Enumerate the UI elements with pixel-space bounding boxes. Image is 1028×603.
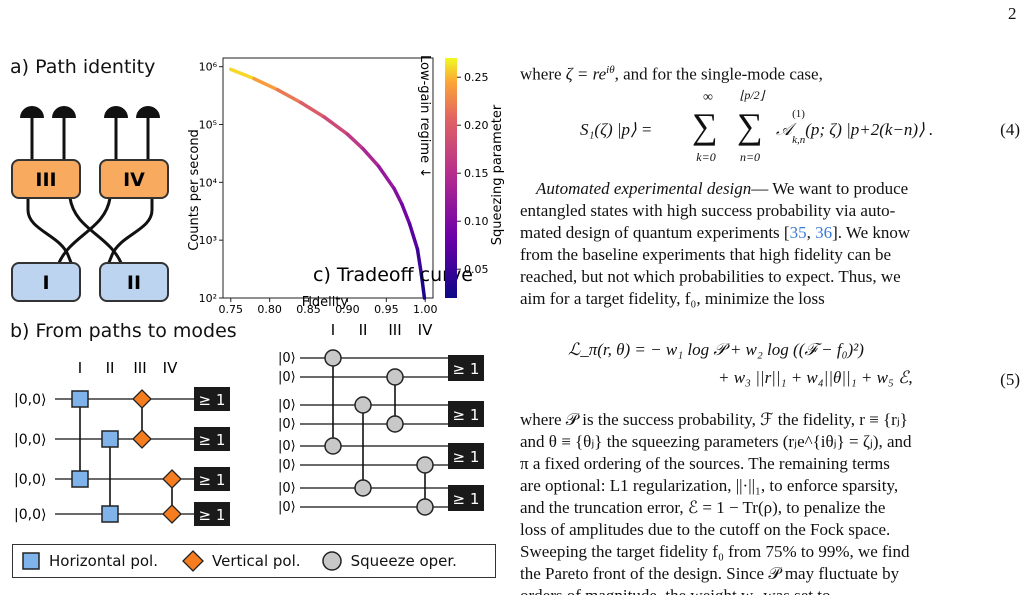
colorbar-label: Squeezing parameter [490,104,505,245]
colorbar [445,58,457,298]
path-label: II [106,359,115,377]
x-tick-label: 0.80 [257,303,282,315]
detector-label: ≥ 1 [453,448,480,466]
legend: Horizontal pol. Vertical pol. Squeeze op… [12,544,496,578]
low-gain-annotation: Low-gain regime ↓ [417,55,432,178]
detector-label: ≥ 1 [453,406,480,424]
input-state: |0,0⟩ [14,507,46,523]
curve-segment [407,222,420,251]
input-state: |0⟩ [278,481,296,496]
colorbar-tick-label: 0.15 [464,167,489,180]
box-label: IV [123,169,145,191]
curve-segment [229,67,256,81]
detector-label: ≥ 1 [199,431,226,449]
circle-icon [321,551,342,571]
box-label: I [42,272,49,294]
legend-label: Vertical pol. [212,552,301,570]
curve-segment [419,272,427,300]
y-tick-label: 10⁶ [199,61,218,74]
path-label: IV [418,321,433,339]
x-axis-label: Fidelity [302,295,349,310]
curve-segment [415,247,424,276]
input-state: |0⟩ [278,398,296,413]
colorbar-tick-label: 0.25 [464,71,489,84]
path-identity-diagram: III IV I II [11,106,169,302]
legend-item-horizontal: Horizontal pol. [21,551,158,571]
input-state: |0⟩ [278,417,296,432]
curve-segment [299,100,326,119]
path-label: III [388,321,401,339]
detector-label: ≥ 1 [453,490,480,508]
diamond-icon [182,550,204,572]
x-tick-label: 0.95 [374,303,399,315]
x-tick-label: 1.00 [413,303,438,315]
detector-label: ≥ 1 [199,506,226,524]
box-label: II [127,272,141,294]
detector-label: ≥ 1 [199,471,226,489]
path-label: I [78,359,82,377]
chart-title: c) Tradeoff curve [313,264,473,286]
curve-segment [322,115,350,136]
equation-4: S₁(ζ) |p⟩ = ∞ ∑ k=0 ⌊p/2⌋ ∑ n=0 𝒜 (1) k,n(… [580,88,1020,164]
box-label: III [35,169,56,191]
colorbar-tick-label: 0.10 [464,215,489,228]
modes-circuit-diagram: I II III IV |0,0⟩ |0,0⟩ |0,0⟩ |0,0⟩ [14,349,484,526]
path-label: III [133,359,146,377]
input-state: |0,0⟩ [14,432,46,448]
input-state: |0⟩ [278,458,296,473]
colorbar-tick-label: 0.20 [464,119,489,132]
paragraph-automated-design: Automated experimental design— We want t… [520,179,911,308]
legend-label: Horizontal pol. [49,552,158,570]
input-state: |0,0⟩ [14,472,46,488]
curve-segment [376,164,396,191]
page-number: 2 [1008,4,1017,23]
text-line-1: where ζ = reiθ, and for the single-mode … [520,64,823,84]
equation-5: ℒ_π(r, θ) = − w₁ log 𝒫 + w₂ log ((ℱ − f₀… [568,340,1020,389]
x-tick-label: 0.85 [296,303,321,315]
input-state: |0,0⟩ [14,392,46,408]
detector-label: ≥ 1 [453,360,480,378]
y-tick-label: 10² [199,292,217,305]
path-label: IV [163,359,178,377]
detector-label: ≥ 1 [199,391,226,409]
panel-a-title: a) Path identity [10,56,156,78]
panel-b-title: b) From paths to modes [10,320,237,342]
square-icon [22,552,40,570]
x-tick-label: 0.90 [335,303,360,315]
input-state: |0⟩ [278,500,296,515]
paragraph-loss-terms: where 𝒫 is the success probability, ℱ th… [520,410,912,595]
input-state: |0⟩ [278,351,296,366]
tradeoff-chart: 0.75 0.80 0.85 0.90 0.95 1.0010²10³10⁴10⁵10⁶ … [187,55,505,315]
y-tick-label: 10³ [199,234,217,247]
curve-segment [392,186,404,206]
legend-item-squeeze: Squeeze oper. [321,550,457,572]
detector-icon [20,106,160,118]
path-label: II [359,321,368,339]
colorbar-tick-label: 0.05 [464,263,489,276]
curve-segment [400,202,412,226]
legend-label: Squeeze oper. [350,552,457,570]
y-tick-label: 10⁴ [199,176,218,189]
legend-item-vertical: Vertical pol. [182,550,301,572]
y-tick-label: 10⁵ [199,119,217,132]
input-state: |0⟩ [278,439,296,454]
curve-segment [361,147,381,168]
curve-segment [275,87,303,105]
curve-segment [252,76,280,92]
plot-frame [222,57,434,299]
curve-segment [345,132,365,151]
y-axis-label: Counts per second [187,129,202,251]
input-state: |0⟩ [278,370,296,385]
x-tick-label: 0.75 [219,303,244,315]
path-label: I [331,321,335,339]
